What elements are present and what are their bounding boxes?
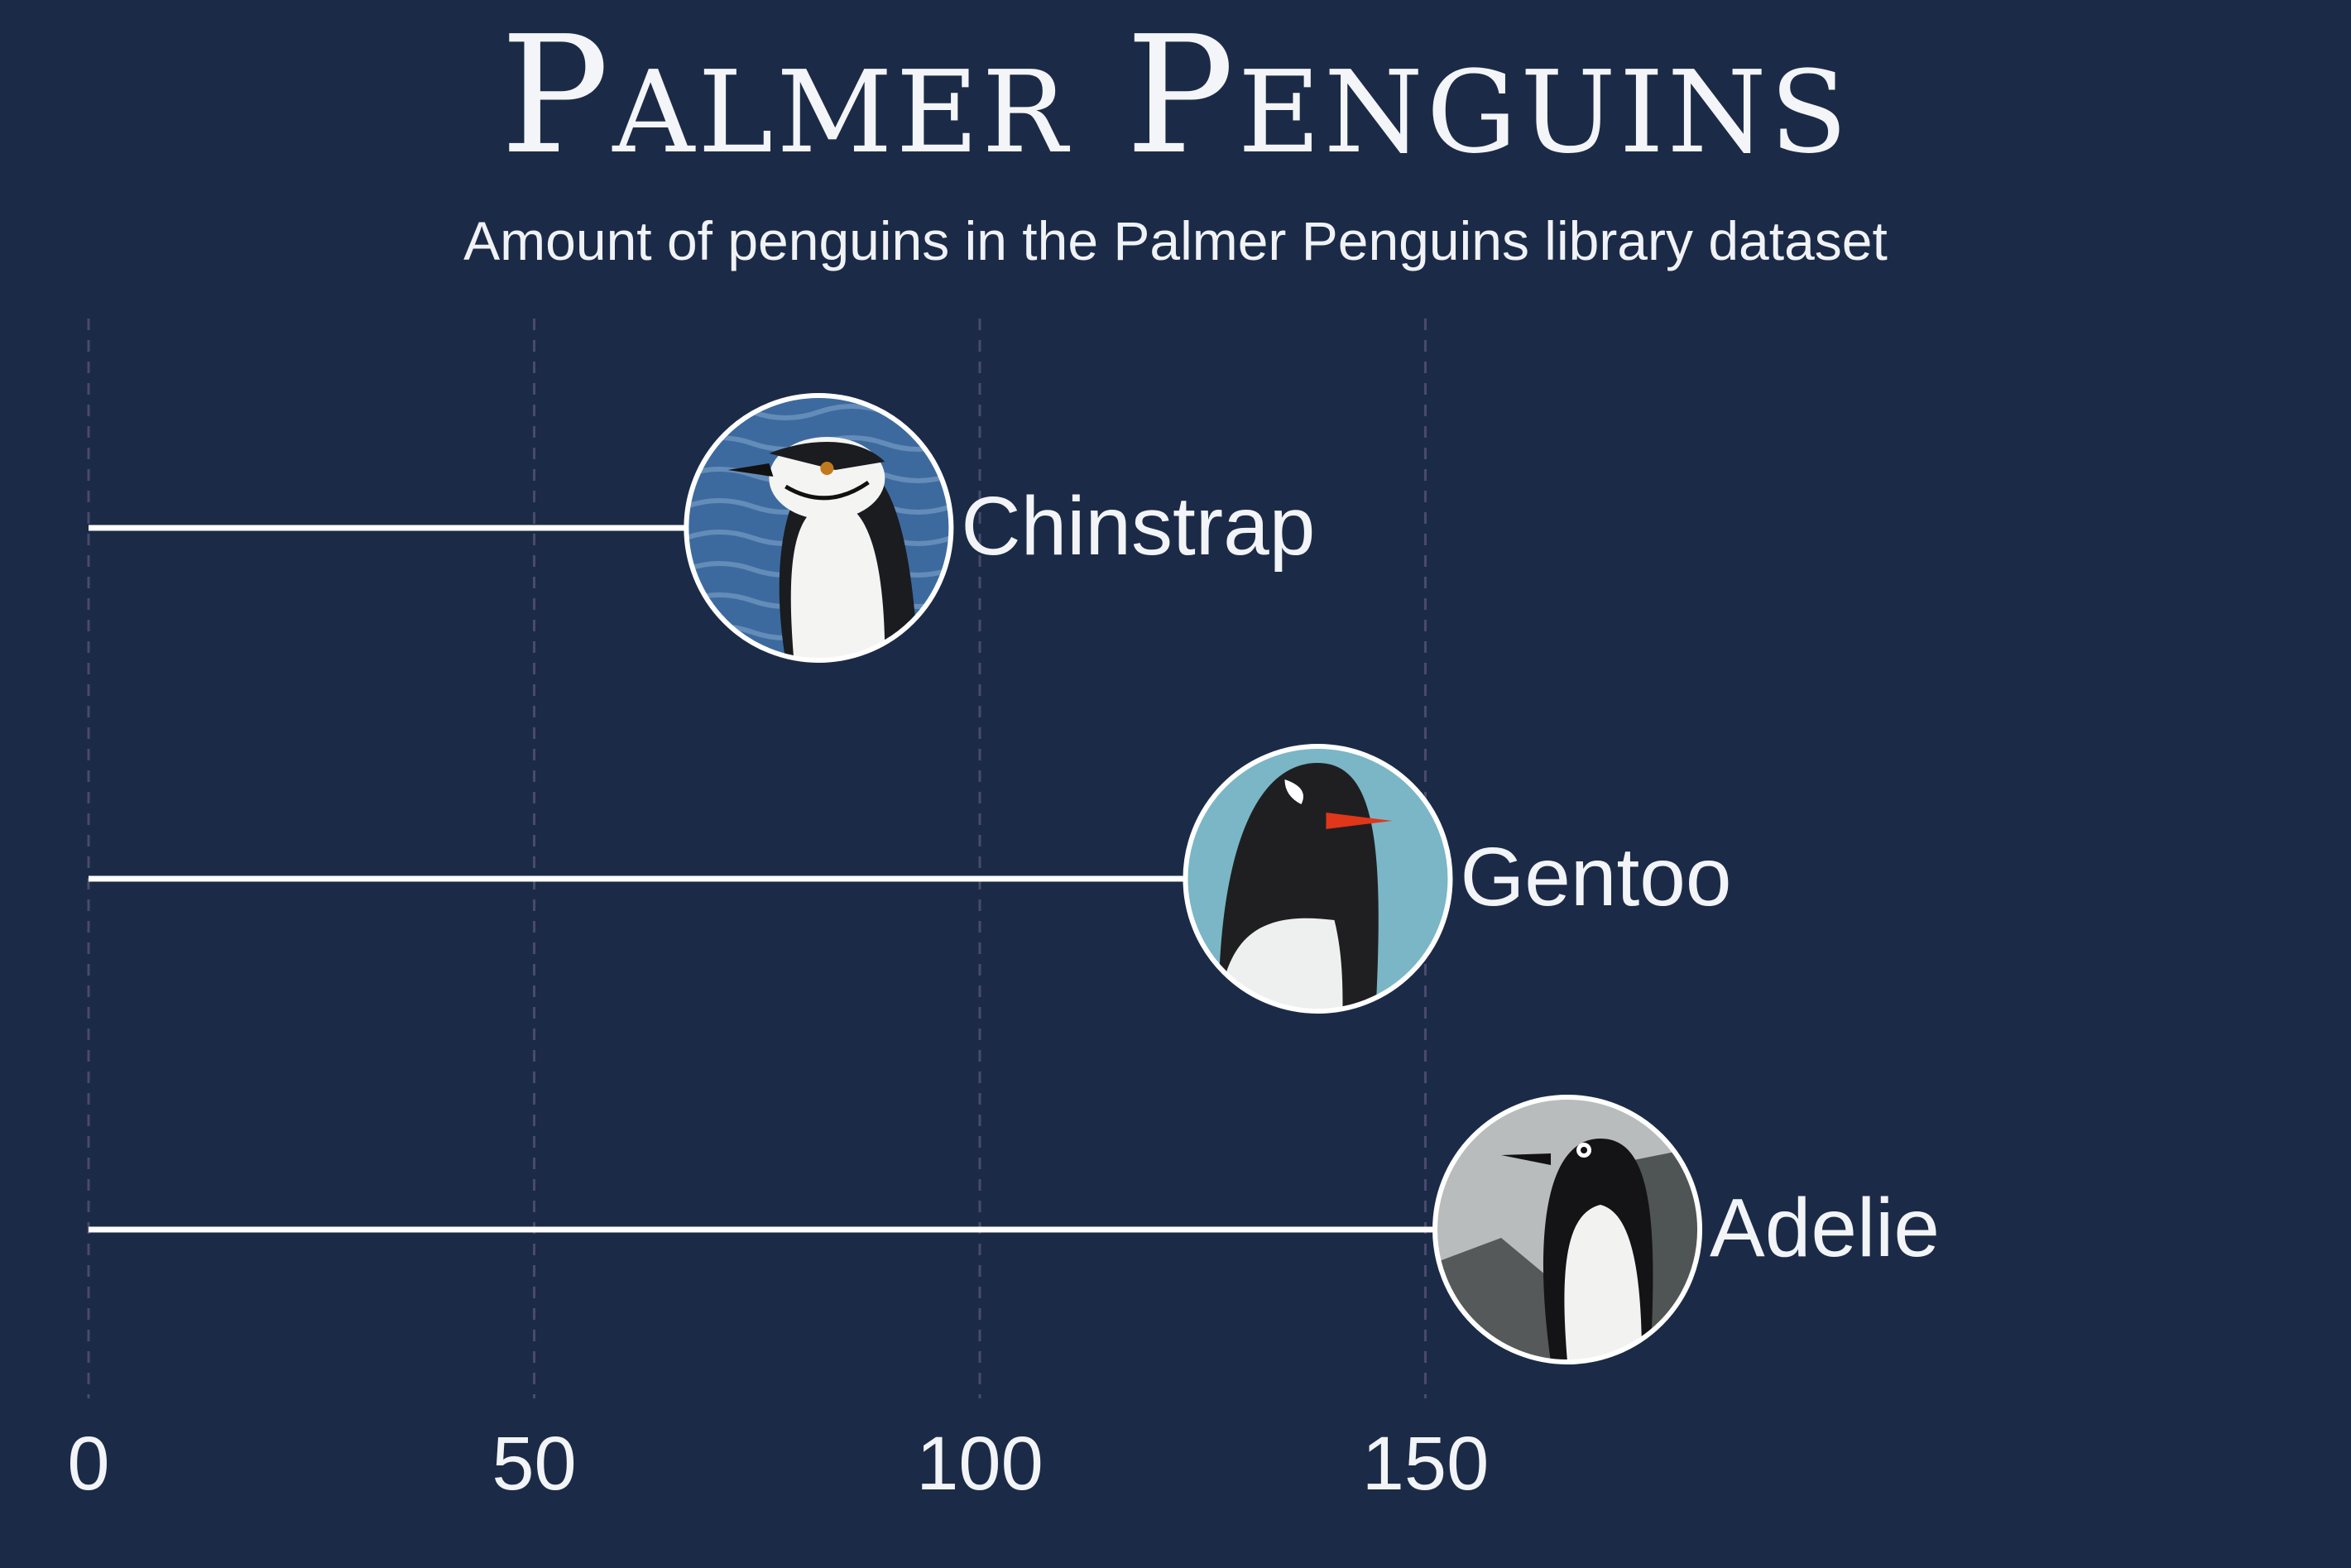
chart-subtitle: Amount of penguins in the Palmer Penguin… — [463, 210, 1888, 271]
x-tick-label: 0 — [67, 1422, 109, 1506]
x-tick-label: 150 — [1362, 1422, 1490, 1506]
label-gentoo: Gentoo — [1460, 831, 1731, 923]
chart-title: Palmer Penguins — [500, 2, 1851, 190]
x-tick-label: 50 — [492, 1422, 576, 1506]
chinstrap-penguin-photo — [684, 393, 954, 663]
label-chinstrap: Chinstrap — [961, 480, 1315, 573]
gentoo-penguin-photo — [1183, 744, 1453, 1014]
label-adelie: Adelie — [1710, 1182, 1940, 1274]
adelie-penguin-photo — [1432, 1095, 1703, 1364]
x-tick-label: 100 — [916, 1422, 1044, 1506]
